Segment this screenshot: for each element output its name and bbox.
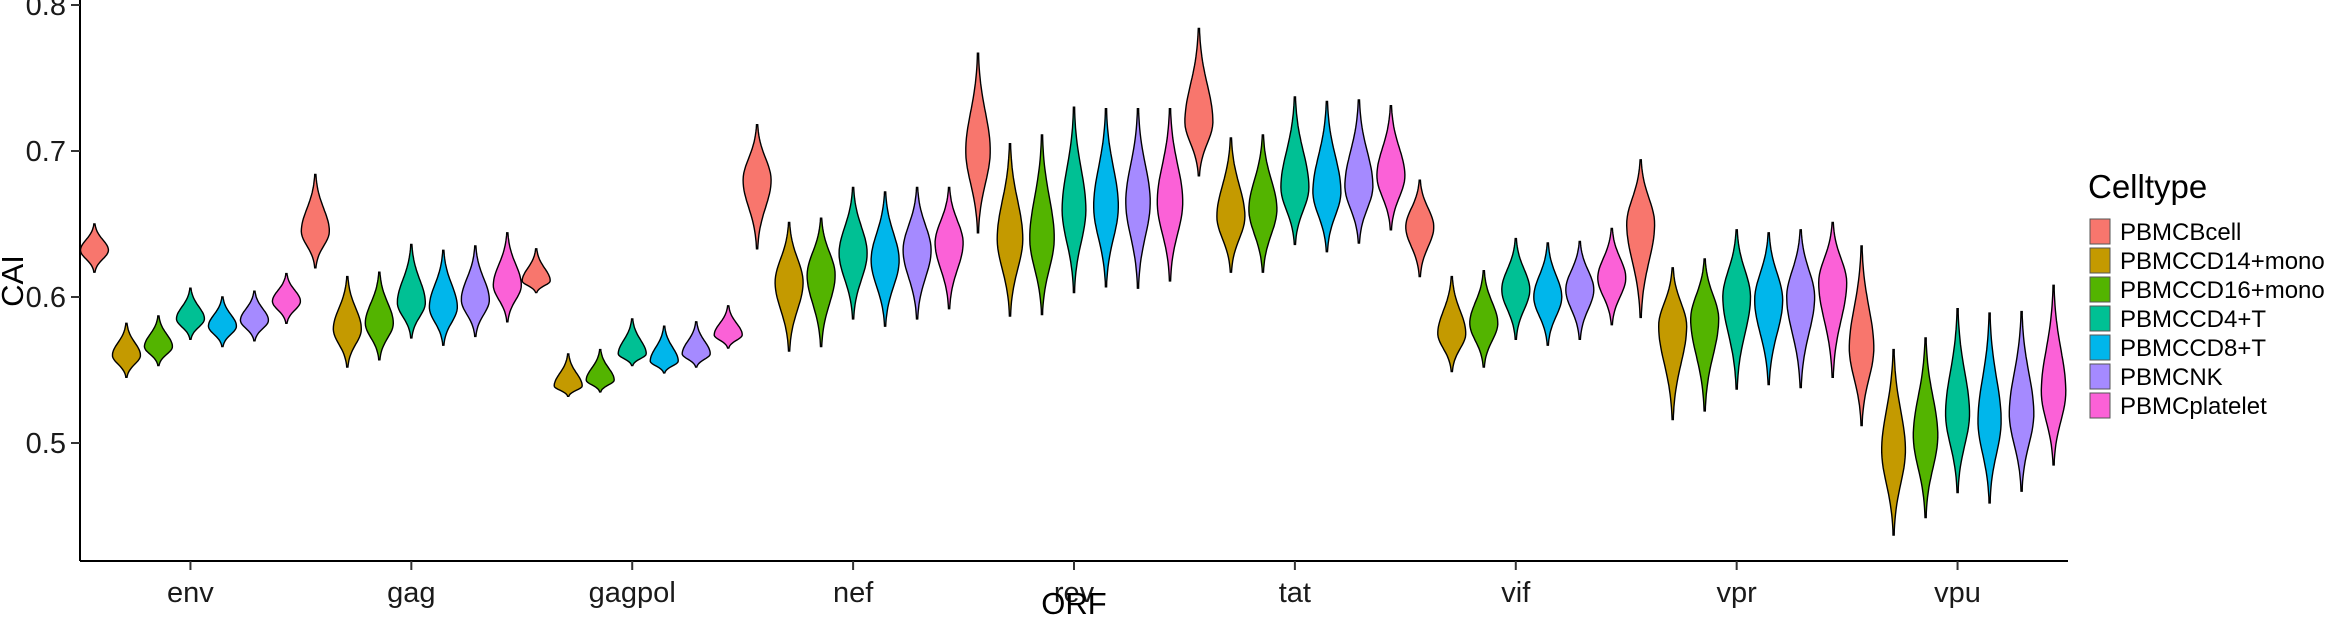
violin-vif-PBMCCD8+T xyxy=(1533,242,1563,346)
violin-tat-PBMCplatelet xyxy=(1376,105,1406,231)
violin-gagpol-PBMCCD16+mono xyxy=(585,348,615,393)
violin-env-PBMCCD8+T xyxy=(207,296,238,348)
legend-swatch-PBMCBcell xyxy=(2089,218,2111,245)
legend-items: PBMCBcellPBMCCD14+monoPBMCCD16+monoPBMCC… xyxy=(2089,218,2325,420)
legend-swatch-PBMCNK xyxy=(2089,363,2111,390)
violin-vpr-PBMCCD16+mono xyxy=(1690,258,1720,412)
violin-tat-PBMCNK xyxy=(1344,99,1374,244)
violin-gag-PBMCCD4+T xyxy=(396,243,426,339)
violin-vpu-PBMCplatelet xyxy=(2040,284,2067,466)
violin-nef-PBMCCD14+mono xyxy=(774,221,804,352)
x-tick-label-tat: tat xyxy=(1279,577,1311,609)
y-tick-label: 0.6 xyxy=(26,282,66,314)
violin-gagpol-PBMCCD4+T xyxy=(617,318,647,367)
violin-rev-PBMCNK xyxy=(1125,108,1151,289)
x-axis-title: ORF xyxy=(1041,586,1106,619)
violin-rev-PBMCCD14+mono xyxy=(996,143,1024,317)
x-tick-label-gagpol: gagpol xyxy=(589,577,676,609)
legend-swatch-PBMCCD8+T xyxy=(2089,334,2111,361)
legend-label-PBMCNK: PBMCNK xyxy=(2120,364,2223,391)
x-tick-label-rev: rev xyxy=(1054,577,1095,609)
x-tick-label-vpu: vpu xyxy=(1934,577,1981,609)
legend-swatch-PBMCCD4+T xyxy=(2089,305,2111,332)
violin-rev-PBMCCD4+T xyxy=(1061,106,1087,294)
violin-vpu-PBMCNK xyxy=(2008,310,2035,492)
violin-gag-PBMCCD16+mono xyxy=(364,271,395,361)
violin-rev-PBMCCD8+T xyxy=(1093,108,1119,288)
violin-tat-PBMCCD8+T xyxy=(1312,100,1342,253)
violin-env-PBMCCD14+mono xyxy=(111,322,142,378)
violin-nef-PBMCBcell xyxy=(742,124,772,250)
y-axis-title: CAI xyxy=(0,255,30,307)
violin-gagpol-PBMCCD14+mono xyxy=(553,353,583,397)
violin-vpr-PBMCplatelet xyxy=(1817,221,1848,378)
y-tick-label: 0.8 xyxy=(26,0,66,22)
violin-vif-PBMCNK xyxy=(1565,240,1595,340)
violin-vpr-PBMCBcell xyxy=(1625,159,1656,319)
x-axis-ticks: env gag gagpol nef rev tat vif vpr vpu xyxy=(167,561,1981,609)
violin-gag-PBMCCD14+mono xyxy=(332,275,363,368)
violin-vif-PBMCCD16+mono xyxy=(1469,270,1499,368)
violin-marks xyxy=(79,27,2067,536)
violin-vif-PBMCCD14+mono xyxy=(1437,275,1467,373)
violin-gag-PBMCCD8+T xyxy=(428,249,458,346)
legend-label-PBMCCD16+mono: PBMCCD16+mono xyxy=(2120,277,2325,304)
legend-label-PBMCCD8+T: PBMCCD8+T xyxy=(2120,335,2266,362)
legend-label-PBMCplatelet: PBMCplatelet xyxy=(2120,393,2267,420)
x-tick-label-env: env xyxy=(167,577,214,609)
x-tick-label-nef: nef xyxy=(833,577,874,609)
legend-swatch-PBMCCD14+mono xyxy=(2089,247,2111,274)
violin-rev-PBMCplatelet xyxy=(1156,108,1184,282)
violin-tat-PBMCCD16+mono xyxy=(1248,134,1278,273)
violin-vpr-PBMCNK xyxy=(1785,229,1816,389)
violin-env-PBMCNK xyxy=(239,290,270,342)
violin-nef-PBMCplatelet xyxy=(934,186,964,310)
y-tick-label: 0.7 xyxy=(26,136,66,168)
violin-env-PBMCCD4+T xyxy=(175,287,206,340)
violin-vif-PBMCplatelet xyxy=(1597,227,1627,326)
violin-vpu-PBMCBcell xyxy=(1848,245,1875,427)
violin-vpr-PBMCCD8+T xyxy=(1753,232,1784,386)
legend-title: Celltype xyxy=(2088,168,2207,205)
violin-env-PBMCCD16+mono xyxy=(143,315,174,367)
y-axis-ticks: 0.5 0.6 0.7 0.8 xyxy=(26,0,80,460)
violin-nef-PBMCCD8+T xyxy=(870,191,900,327)
violin-gagpol-PBMCplatelet xyxy=(713,305,743,349)
violin-gagpol-PBMCBcell xyxy=(521,248,551,294)
x-tick-label-gag: gag xyxy=(387,577,435,609)
legend-swatch-PBMCCD16+mono xyxy=(2089,276,2111,303)
legend-label-PBMCCD4+T: PBMCCD4+T xyxy=(2120,306,2266,333)
violin-vpu-PBMCCD4+T xyxy=(1944,308,1971,494)
violin-vif-PBMCCD4+T xyxy=(1501,237,1531,340)
x-tick-label-vif: vif xyxy=(1501,577,1531,609)
violin-tat-PBMCBcell xyxy=(1184,27,1214,177)
violin-gag-PBMCplatelet xyxy=(492,232,523,323)
violin-gagpol-PBMCCD8+T xyxy=(649,325,679,374)
violin-rev-PBMCCD16+mono xyxy=(1029,134,1055,316)
violin-env-PBMCBcell xyxy=(79,223,110,273)
violin-vpr-PBMCCD14+mono xyxy=(1657,267,1688,421)
y-tick-label: 0.5 xyxy=(26,428,66,460)
violin-gag-PBMCBcell xyxy=(300,173,330,269)
violin-nef-PBMCCD4+T xyxy=(838,186,868,320)
violin-tat-PBMCCD4+T xyxy=(1280,96,1310,246)
violin-vif-PBMCBcell xyxy=(1405,179,1435,278)
x-tick-label-vpr: vpr xyxy=(1717,577,1758,609)
legend-label-PBMCBcell: PBMCBcell xyxy=(2120,219,2241,246)
violin-nef-PBMCNK xyxy=(902,186,932,320)
legend: Celltype PBMCBcellPBMCCD14+monoPBMCCD16+… xyxy=(2088,168,2325,420)
violin-gag-PBMCNK xyxy=(460,245,490,338)
violin-gagpol-PBMCNK xyxy=(681,321,711,368)
violin-tat-PBMCCD14+mono xyxy=(1216,137,1246,273)
violin-vpu-PBMCCD14+mono xyxy=(1881,348,1907,536)
violin-vpu-PBMCCD8+T xyxy=(1977,312,2002,504)
legend-swatch-PBMCplatelet xyxy=(2089,392,2111,419)
violin-env-PBMCplatelet xyxy=(271,272,302,324)
violin-nef-PBMCCD16+mono xyxy=(806,217,836,348)
violin-vpr-PBMCCD4+T xyxy=(1722,229,1752,390)
legend-label-PBMCCD14+mono: PBMCCD14+mono xyxy=(2120,248,2325,275)
violin-vpu-PBMCCD16+mono xyxy=(1912,337,1939,519)
violin-rev-PBMCBcell xyxy=(965,52,991,234)
